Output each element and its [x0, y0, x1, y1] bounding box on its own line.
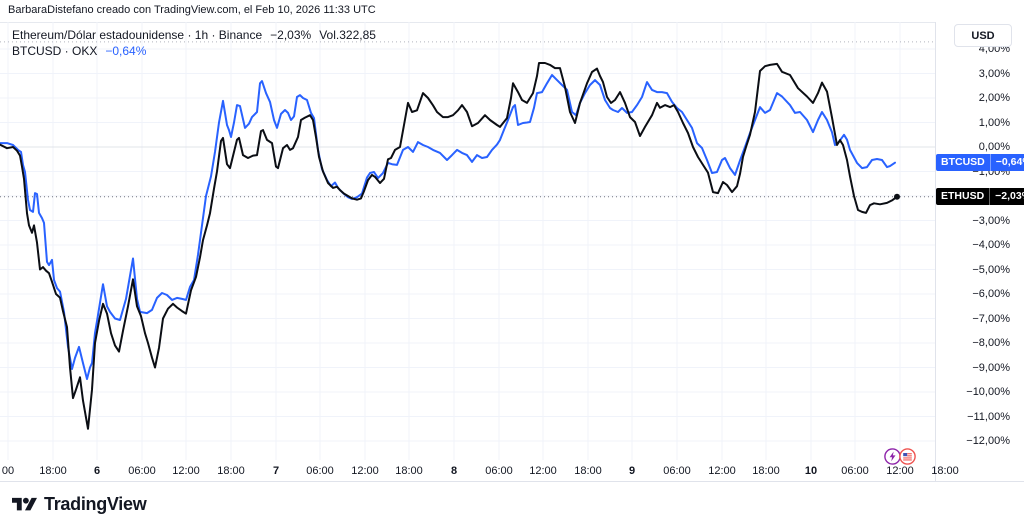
time-axis-label: 12:00 — [351, 465, 379, 477]
price-axis[interactable]: 4,00%3,00%2,00%1,00%0,00%−1,00%−2,00%−3,… — [936, 22, 1024, 481]
main-symbol-change: −2,03% — [270, 28, 312, 42]
ethusd-price-label: ETHUSD −2,03% — [936, 188, 1024, 206]
price-axis-label: −6,00% — [972, 288, 1010, 300]
btcusd-price-label: BTCUSD −0,64% — [936, 154, 1024, 172]
time-axis-label: 18:00 — [39, 465, 67, 477]
time-axis-label: 18:00 — [395, 465, 423, 477]
btcusd-ticker: BTCUSD — [941, 156, 985, 169]
time-axis-label: 18:00 — [217, 465, 245, 477]
price-axis-label: −3,00% — [972, 214, 1010, 227]
price-axis-border — [935, 22, 936, 481]
time-axis-label: 18:00 — [931, 465, 959, 477]
time-axis-label: 06:00 — [306, 465, 334, 477]
compare-symbol-title: BTCUSD · OKX — [12, 44, 98, 58]
time-axis-label: 06:00 — [128, 465, 156, 477]
btcusd-change-value: −0,64% — [989, 154, 1024, 172]
legend-main-symbol[interactable]: Ethereum/Dólar estadounidense · 1h · Bin… — [12, 27, 376, 43]
time-axis-label: 06:00 — [663, 465, 691, 477]
btcusd-line — [0, 74, 896, 380]
us-flag-event-icon[interactable] — [899, 448, 916, 465]
price-axis-label: 1,00% — [978, 116, 1010, 129]
attribution-text: BarbaraDistefano creado con TradingView.… — [8, 4, 376, 16]
time-axis-label: 06:00 — [841, 465, 869, 477]
time-axis-label: 12:00 — [529, 465, 557, 477]
ethusd-line — [0, 62, 898, 430]
price-axis-label: −8,00% — [972, 337, 1010, 349]
price-axis-label: 3,00% — [978, 67, 1010, 80]
price-axis-label: −4,00% — [972, 239, 1010, 251]
main-symbol-volume: Vol.322,85 — [319, 28, 376, 42]
price-axis-label: −9,00% — [972, 361, 1010, 374]
tradingview-logo-text: TradingView — [44, 494, 147, 514]
compare-symbol-change: −0,64% — [105, 44, 147, 58]
tradingview-logo[interactable]: TradingView — [12, 494, 147, 515]
price-axis-label: −10,00% — [966, 386, 1010, 398]
ethusd-last-point-dot — [894, 193, 900, 200]
time-axis-label: 12:00 — [172, 465, 200, 477]
event-markers — [884, 448, 916, 465]
time-axis-day-label: 10 — [804, 465, 818, 477]
time-axis[interactable]: 00 18:00 6 06:00 12:00 18:00 7 06:00 12:00 18:00 8… — [0, 455, 1024, 481]
price-axis-label: 2,00% — [978, 92, 1010, 104]
time-axis-day-label: 7 — [272, 465, 280, 477]
time-axis-label: 12:00 — [708, 465, 736, 477]
ethusd-change-value: −2,03% — [989, 188, 1024, 206]
tradingview-logo-icon — [12, 497, 37, 511]
time-axis-label: 18:00 — [752, 465, 780, 477]
chart-legend: Ethereum/Dólar estadounidense · 1h · Bin… — [12, 27, 376, 59]
price-axis-label: −5,00% — [972, 263, 1010, 276]
price-axis-label: −11,00% — [967, 410, 1010, 423]
time-axis-label: 12:00 — [886, 465, 914, 477]
price-axis-label: −12,00% — [966, 435, 1010, 447]
time-axis-label: 06:00 — [485, 465, 513, 477]
footer-bar: TradingView — [0, 481, 1024, 527]
time-axis-label: 00 — [1, 465, 15, 477]
time-axis-day-label: 6 — [93, 465, 101, 477]
chart-top-border — [0, 22, 1024, 23]
price-axis-label: 0,00% — [978, 141, 1010, 153]
main-symbol-title: Ethereum/Dólar estadounidense · 1h · Bin… — [12, 28, 263, 42]
price-axis-label: −7,00% — [972, 312, 1010, 325]
time-axis-day-label: 9 — [628, 465, 636, 477]
currency-toggle-button[interactable]: USD — [954, 24, 1012, 47]
time-axis-label: 18:00 — [574, 465, 602, 477]
legend-compare-symbol[interactable]: BTCUSD · OKX −0,64% — [12, 43, 376, 59]
time-axis-day-label: 8 — [450, 465, 458, 477]
ethusd-ticker: ETHUSD — [941, 190, 985, 203]
